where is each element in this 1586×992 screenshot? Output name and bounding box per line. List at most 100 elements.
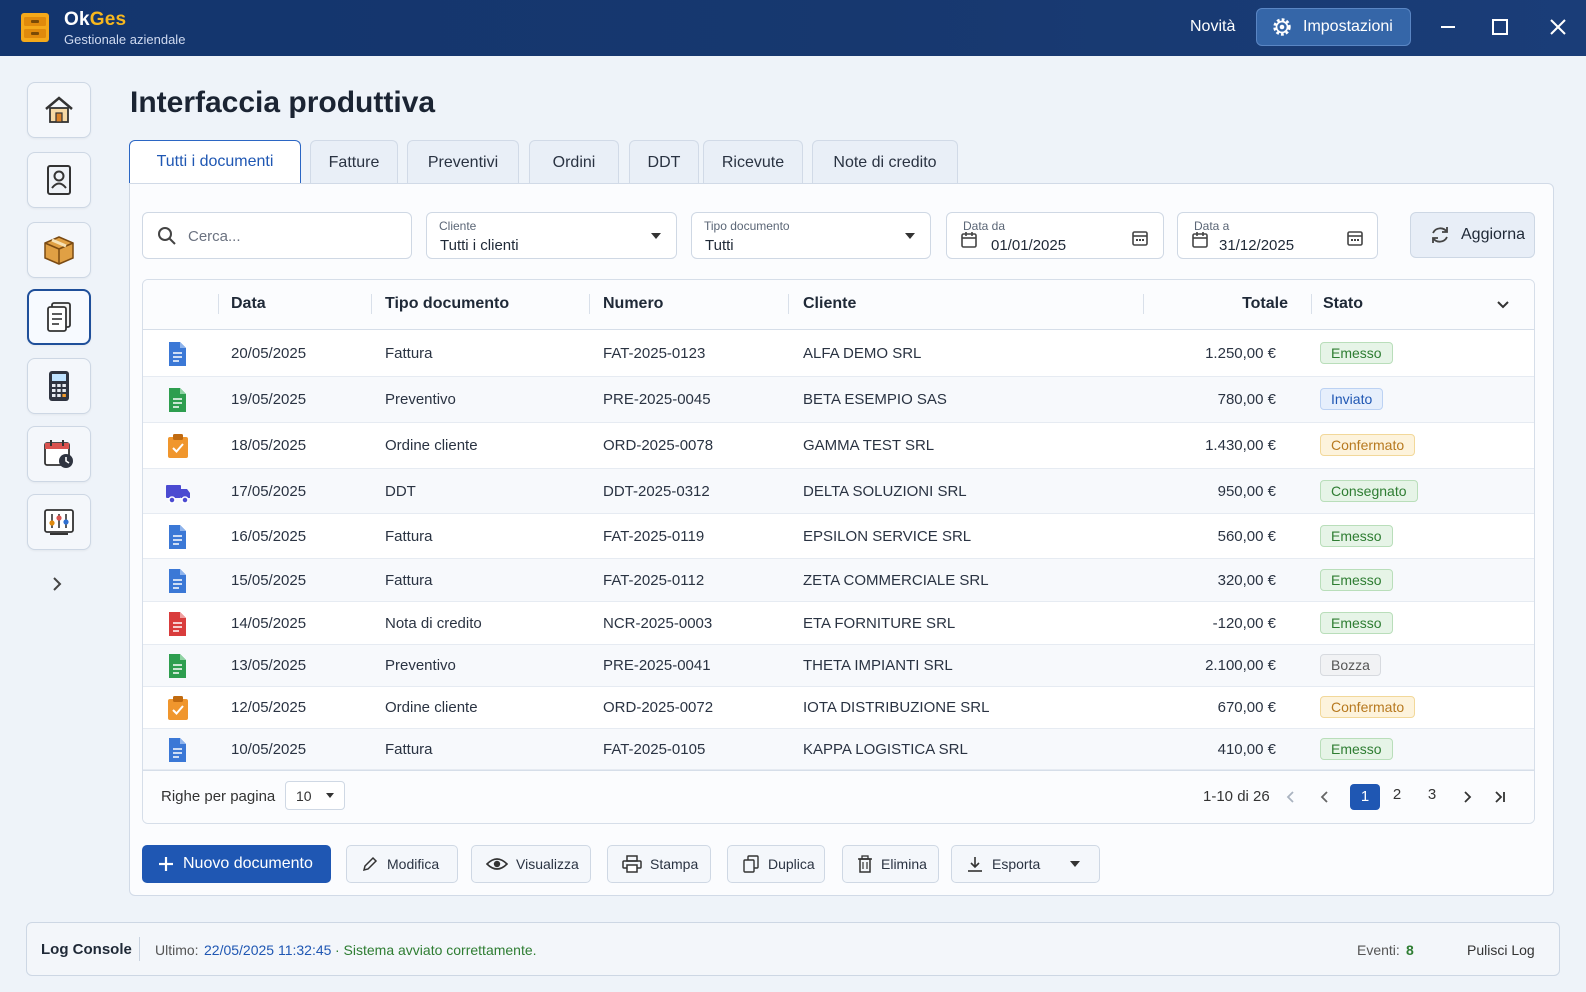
minimize-icon[interactable] (1437, 16, 1459, 38)
column-header-data[interactable]: Data (231, 295, 266, 312)
data-da-field[interactable]: Data da 01/01/2025 (946, 212, 1164, 259)
table-row[interactable]: 10/05/2025 Fattura FAT-2025-0105 KAPPA LOGI… (143, 729, 1534, 770)
table-row[interactable]: 13/05/2025 Preventivo PRE-2025-0041 THETA I… (143, 645, 1534, 687)
status-badge: Confermato (1320, 696, 1416, 718)
tab-preventivi[interactable]: Preventivi (407, 140, 519, 184)
sidebar-item-contacts[interactable] (27, 152, 91, 208)
data-a-field[interactable]: Data a 31/12/2025 (1177, 212, 1378, 259)
table-row[interactable]: 18/05/2025 Ordine cliente ORD-2025-0078 GAM… (143, 423, 1534, 469)
tab-tutti-documenti[interactable]: Tutti i documenti (129, 140, 301, 185)
sidebar-item-calendar[interactable] (27, 426, 91, 482)
tab-ddt[interactable]: DDT (629, 140, 699, 184)
esporta-button[interactable]: Esporta (951, 845, 1100, 883)
app-name: OkGes (64, 9, 127, 30)
rows-per-page-select[interactable]: 10 (285, 781, 345, 810)
cell-tipo: Fattura (385, 572, 433, 589)
date-picker-icon[interactable] (1131, 229, 1149, 247)
cell-tipo: Ordine cliente (385, 437, 478, 454)
column-header-numero[interactable]: Numero (603, 295, 664, 312)
table-row[interactable]: 19/05/2025 Preventivo PRE-2025-0045 BETA ES… (143, 377, 1534, 423)
status-badge: Emesso (1320, 612, 1393, 634)
status-badge: Emesso (1320, 525, 1393, 547)
log-console: Log Console Ultimo: 22/05/2025 11:32:45 … (26, 922, 1560, 976)
cell-tipo: Nota di credito (385, 615, 482, 632)
tipo-documento-select[interactable]: Tipo documento Tutti (691, 212, 931, 259)
column-header-totale[interactable]: Totale (1242, 295, 1288, 312)
calendar-icon (1192, 232, 1208, 248)
tab-fatture[interactable]: Fatture (310, 140, 398, 184)
cell-tipo: Ordine cliente (385, 699, 478, 716)
visualizza-button[interactable]: Visualizza (471, 845, 591, 883)
cell-totale: 780,00 € (1217, 391, 1276, 408)
plus-icon (159, 857, 173, 871)
pencil-icon (362, 856, 378, 872)
table-row[interactable]: 20/05/2025 Fattura FAT-2025-0123 ALFA DEMO … (143, 330, 1534, 377)
cell-totale: 410,00 € (1217, 741, 1276, 758)
elimina-button[interactable]: Elimina (842, 845, 939, 883)
page-button-1[interactable]: 1 (1350, 784, 1380, 810)
table-row[interactable]: 15/05/2025 Fattura FAT-2025-0112 ZETA COMME… (143, 559, 1534, 602)
table-row[interactable]: 14/05/2025 Nota di credito NCR-2025-0003 ET… (143, 602, 1534, 645)
column-separator (371, 294, 372, 314)
esporta-label: Esporta (992, 856, 1041, 872)
sidebar-item-home[interactable] (27, 82, 91, 138)
close-icon[interactable] (1547, 16, 1569, 38)
sidebar-expand-chevron-icon[interactable] (49, 576, 65, 592)
cell-cliente: DELTA SOLUZIONI SRL (803, 483, 967, 500)
search-input[interactable]: Cerca... (142, 212, 412, 259)
next-page-icon[interactable] (1461, 790, 1473, 804)
table-row[interactable]: 17/05/2025 DDT DDT-2025-0312 DELTA SOLUZION… (143, 469, 1534, 514)
cell-tipo: Preventivo (385, 391, 456, 408)
cell-totale: 560,00 € (1217, 528, 1276, 545)
first-page-icon[interactable] (1285, 790, 1297, 804)
column-header-stato[interactable]: Stato (1323, 295, 1363, 312)
tab-ordini[interactable]: Ordini (529, 140, 619, 184)
cell-data: 10/05/2025 (231, 741, 307, 758)
sidebar-item-products[interactable] (27, 222, 91, 278)
chevron-down-icon[interactable] (1496, 299, 1510, 311)
date-picker-icon[interactable] (1346, 229, 1364, 247)
settings-button[interactable]: Impostazioni (1256, 8, 1411, 46)
app-subtitle: Gestionale aziendale (64, 32, 186, 47)
novita-button[interactable]: Novità (1190, 18, 1236, 35)
tab-note-credito[interactable]: Note di credito (812, 140, 958, 184)
page-button-2[interactable]: 2 (1392, 786, 1402, 803)
cliente-select[interactable]: Cliente Tutti i clienti (426, 212, 677, 259)
pulisci-log-button[interactable]: Pulisci Log (1467, 942, 1535, 958)
modifica-button[interactable]: Modifica (346, 845, 458, 883)
nuovo-documento-button[interactable]: Nuovo documento (142, 845, 331, 883)
package-icon (44, 236, 74, 265)
table-row[interactable]: 12/05/2025 Ordine cliente ORD-2025-0072 IOT… (143, 687, 1534, 729)
credit-note-icon (169, 612, 186, 636)
app-logo-icon (21, 13, 49, 42)
column-header-cliente[interactable]: Cliente (803, 295, 857, 312)
last-page-icon[interactable] (1493, 790, 1507, 804)
cell-tipo: Fattura (385, 345, 433, 362)
table-row[interactable]: 16/05/2025 Fattura FAT-2025-0119 EPSILON SE… (143, 514, 1534, 559)
calendar-icon (961, 232, 977, 248)
maximize-icon[interactable] (1489, 16, 1511, 38)
cell-cliente: BETA ESEMPIO SAS (803, 391, 947, 408)
column-header-tipo[interactable]: Tipo documento (385, 295, 510, 312)
aggiorna-button[interactable]: Aggiorna (1410, 212, 1535, 258)
column-separator (788, 294, 789, 314)
log-separator (139, 937, 140, 961)
data-da-value: 01/01/2025 (991, 237, 1067, 254)
trash-icon (858, 855, 872, 873)
tab-ricevute[interactable]: Ricevute (703, 140, 803, 184)
sidebar-item-calculator[interactable] (27, 358, 91, 414)
chevron-down-icon (1070, 861, 1081, 867)
quote-icon (169, 654, 186, 678)
page-button-3[interactable]: 3 (1427, 786, 1437, 803)
stampa-button[interactable]: Stampa (607, 845, 711, 883)
sidebar-item-reports[interactable] (27, 494, 91, 550)
sidebar-item-documents[interactable] (27, 289, 91, 345)
nuovo-documento-label: Nuovo documento (183, 855, 313, 872)
cell-cliente: THETA IMPIANTI SRL (803, 657, 953, 674)
prev-page-icon[interactable] (1319, 790, 1331, 804)
cell-numero: PRE-2025-0041 (603, 657, 711, 674)
duplica-button[interactable]: Duplica (727, 845, 825, 883)
cell-numero: PRE-2025-0045 (603, 391, 711, 408)
column-separator (1143, 294, 1144, 314)
quote-icon (169, 388, 186, 412)
